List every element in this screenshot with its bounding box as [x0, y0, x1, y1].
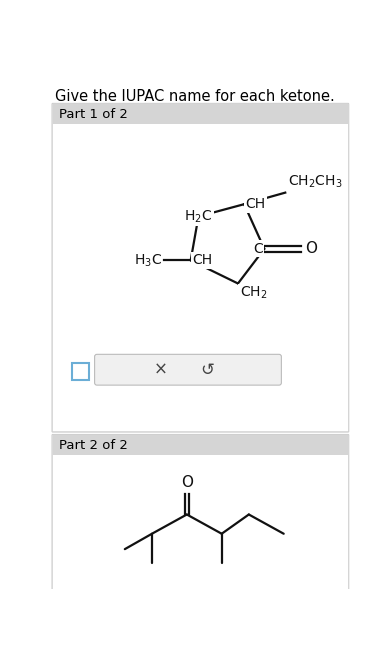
Text: CH: CH [246, 197, 266, 211]
FancyBboxPatch shape [95, 354, 282, 385]
Text: Part 2 of 2: Part 2 of 2 [59, 439, 128, 451]
Text: H$_3$C: H$_3$C [134, 252, 162, 269]
Text: Part 1 of 2: Part 1 of 2 [59, 108, 128, 120]
Text: CH$_2$CH$_3$: CH$_2$CH$_3$ [288, 174, 343, 190]
Bar [53, 124, 348, 432]
Text: ×: × [154, 361, 168, 379]
Text: CH$_2$: CH$_2$ [240, 285, 267, 301]
Text: CH: CH [192, 254, 212, 267]
Bar [53, 435, 348, 455]
Bar [72, 363, 89, 380]
Text: C: C [253, 242, 263, 256]
FancyBboxPatch shape [52, 103, 349, 432]
Text: H$_2$C: H$_2$C [185, 209, 212, 224]
Bar [53, 455, 348, 589]
Text: Give the IUPAC name for each ketone.: Give the IUPAC name for each ketone. [55, 89, 335, 104]
FancyBboxPatch shape [52, 434, 349, 590]
Text: O: O [181, 475, 193, 490]
Text: ↺: ↺ [201, 361, 214, 379]
Bar [53, 104, 348, 124]
Text: O: O [305, 242, 317, 256]
